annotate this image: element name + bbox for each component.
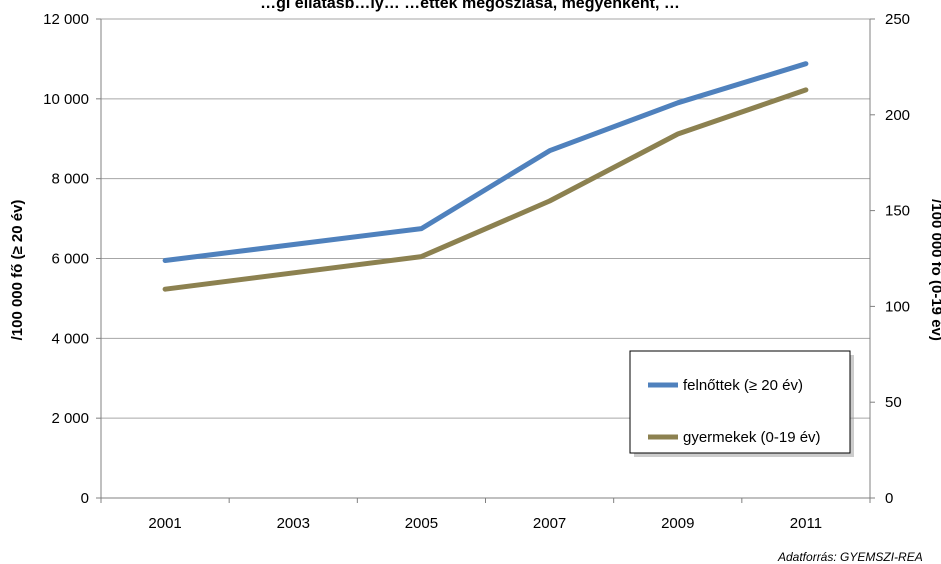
- right-tick-label: 100: [885, 298, 910, 315]
- left-tick-label: 10 000: [43, 91, 89, 108]
- x-axis-ticks: 2001 2003 2005 2007 2009 2011: [100, 498, 871, 532]
- legend-label-felnottek: felnőttek (≥ 20 év): [683, 377, 803, 394]
- x-tick-label: 2005: [405, 515, 438, 532]
- left-tick-label: 4 000: [51, 330, 89, 347]
- right-tick-label: 0: [885, 490, 893, 507]
- left-tick-label: 2 000: [51, 410, 89, 427]
- legend: felnőttek (≥ 20 év) gyermekek (0-19 év): [629, 350, 854, 457]
- chart-title-wrap: …gi ellátásb…ly… …ettek megoszlása, megy…: [260, 0, 680, 12]
- left-tick-label: 8 000: [51, 171, 89, 188]
- data-source-note: Adatforrás: GYEMSZI-REA: [777, 550, 923, 564]
- right-axis-title: /100 000 fő (0-19 év): [928, 199, 941, 341]
- x-tick-label: 2001: [148, 515, 181, 532]
- left-tick-label: 6 000: [51, 251, 89, 268]
- x-tick-label: 2007: [533, 515, 566, 532]
- left-axis-ticks: 0 2 000 4 000 6 000 8 000 10 000 12 000: [43, 11, 101, 507]
- legend-label-gyermekek: gyermekek (0-19 év): [683, 429, 821, 446]
- x-tick-label: 2011: [790, 515, 822, 532]
- right-tick-label: 50: [885, 394, 902, 411]
- left-tick-label: 0: [81, 490, 89, 507]
- x-tick-label: 2009: [661, 515, 694, 532]
- right-tick-label: 250: [885, 11, 910, 28]
- right-axis-ticks: 0 50 100 150 200 250: [870, 11, 910, 507]
- right-tick-label: 150: [885, 203, 910, 220]
- chart-title: …gi ellátásb…ly… …ettek megoszlása, megy…: [260, 0, 680, 12]
- x-tick-label: 2003: [277, 515, 310, 532]
- left-tick-label: 12 000: [43, 11, 89, 28]
- left-axis-title: /100 000 fő (≥ 20 év): [9, 200, 26, 341]
- right-tick-label: 200: [885, 107, 910, 124]
- series-lines: [162, 61, 809, 292]
